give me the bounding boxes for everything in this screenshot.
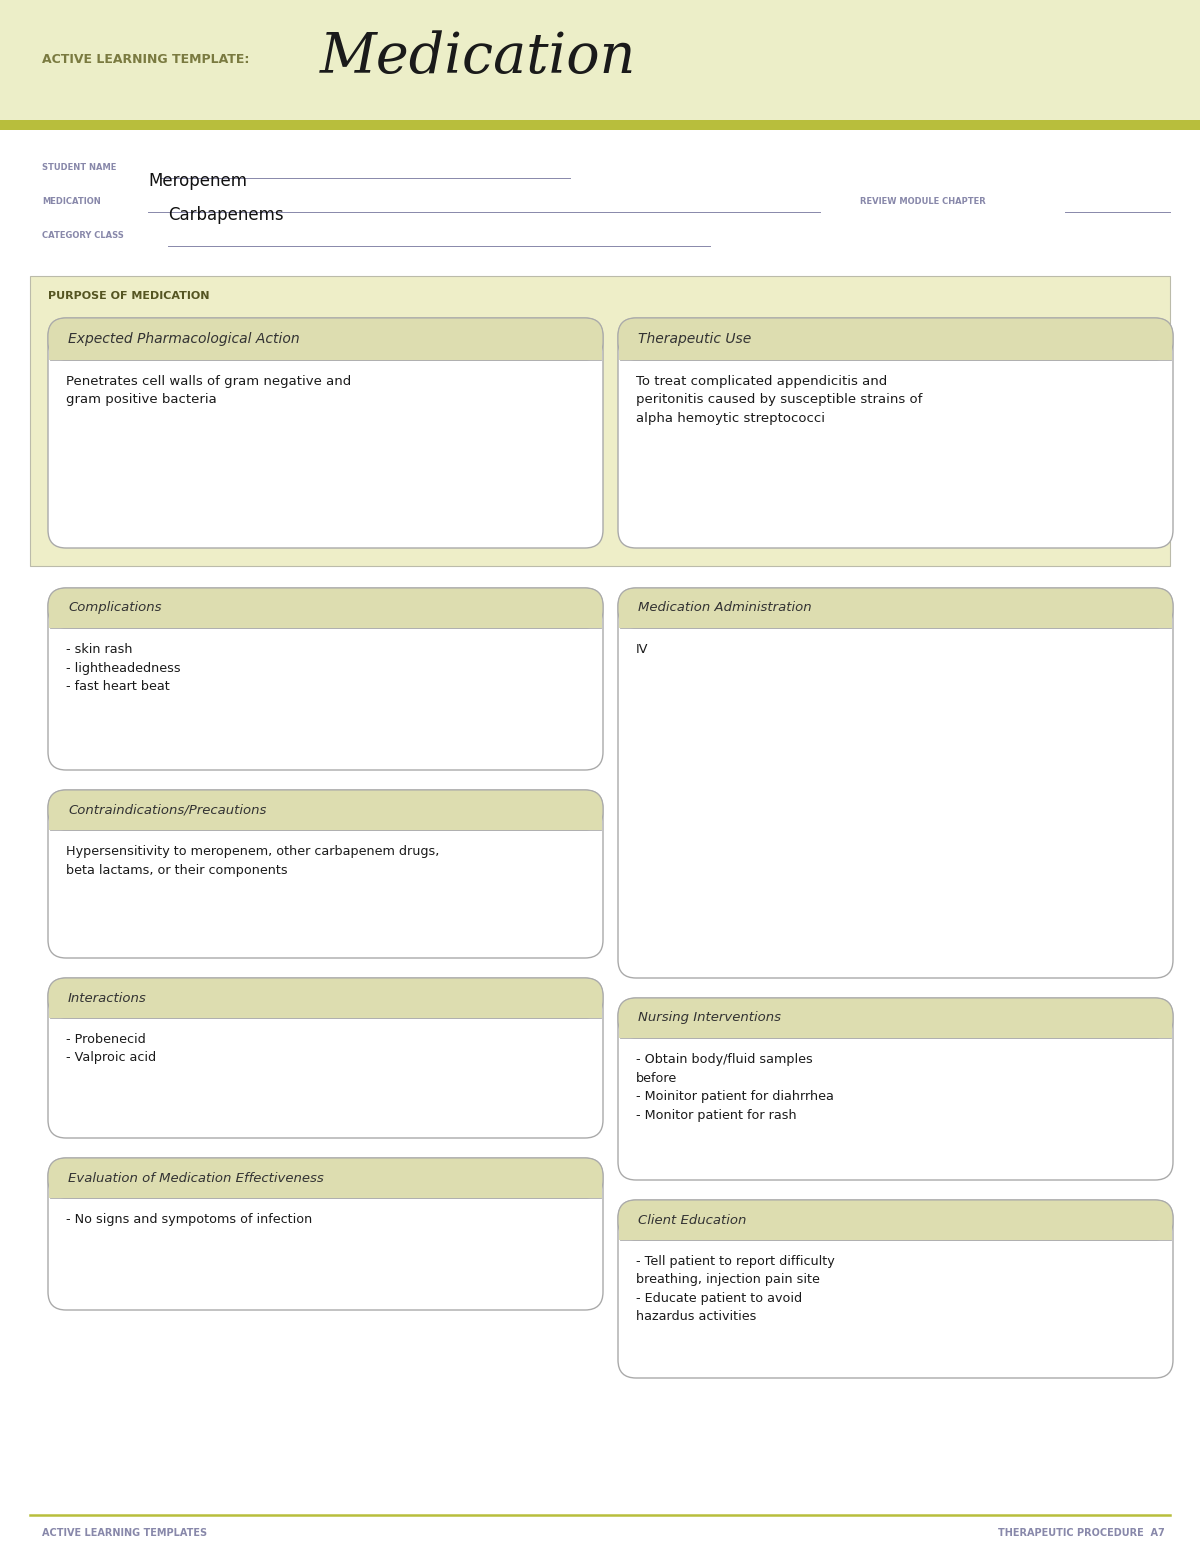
Bar [619, 1218, 1172, 1239]
Bar [619, 606, 1172, 627]
FancyBboxPatch shape [30, 276, 1170, 565]
FancyBboxPatch shape [618, 999, 1174, 1180]
FancyBboxPatch shape [48, 978, 602, 1138]
Text: Meropenem: Meropenem [148, 172, 247, 189]
FancyBboxPatch shape [0, 120, 1200, 130]
Bar [49, 606, 602, 627]
Text: Expected Pharmacological Action: Expected Pharmacological Action [68, 332, 300, 346]
Text: THERAPEUTIC PROCEDURE  A7: THERAPEUTIC PROCEDURE A7 [998, 1528, 1165, 1537]
Text: Contraindications/Precautions: Contraindications/Precautions [68, 803, 266, 817]
FancyBboxPatch shape [0, 0, 1200, 120]
FancyBboxPatch shape [48, 589, 602, 770]
Text: ACTIVE LEARNING TEMPLATE:: ACTIVE LEARNING TEMPLATE: [42, 53, 250, 67]
Text: STUDENT NAME: STUDENT NAME [42, 163, 116, 172]
FancyBboxPatch shape [48, 1159, 602, 1311]
FancyBboxPatch shape [48, 978, 602, 1019]
Text: Therapeutic Use: Therapeutic Use [638, 332, 751, 346]
FancyBboxPatch shape [48, 1159, 602, 1197]
Text: To treat complicated appendicitis and
peritonitis caused by susceptible strains : To treat complicated appendicitis and pe… [636, 374, 923, 426]
FancyBboxPatch shape [618, 589, 1174, 627]
Text: Penetrates cell walls of gram negative and
gram positive bacteria: Penetrates cell walls of gram negative a… [66, 374, 352, 407]
Bar [49, 1176, 602, 1197]
Text: Complications: Complications [68, 601, 162, 615]
Bar [49, 808, 602, 829]
Text: CATEGORY CLASS: CATEGORY CLASS [42, 231, 124, 241]
Text: IV: IV [636, 643, 648, 655]
Text: - Obtain body/fluid samples
before
- Moinitor patient for diahrrhea
- Monitor pa: - Obtain body/fluid samples before - Moi… [636, 1053, 834, 1121]
Text: MEDICATION: MEDICATION [42, 197, 101, 207]
Text: Nursing Interventions: Nursing Interventions [638, 1011, 781, 1025]
Bar [49, 337, 602, 360]
Bar [619, 337, 1172, 360]
FancyBboxPatch shape [618, 999, 1174, 1037]
Text: Client Education: Client Education [638, 1213, 746, 1227]
FancyBboxPatch shape [48, 790, 602, 829]
Text: REVIEW MODULE CHAPTER: REVIEW MODULE CHAPTER [860, 197, 985, 207]
Text: Hypersensitivity to meropenem, other carbapenem drugs,
beta lactams, or their co: Hypersensitivity to meropenem, other car… [66, 845, 439, 876]
FancyBboxPatch shape [618, 1200, 1174, 1239]
FancyBboxPatch shape [48, 318, 602, 360]
Text: Evaluation of Medication Effectiveness: Evaluation of Medication Effectiveness [68, 1171, 324, 1185]
FancyBboxPatch shape [618, 318, 1174, 360]
FancyBboxPatch shape [618, 318, 1174, 548]
Text: PURPOSE OF MEDICATION: PURPOSE OF MEDICATION [48, 290, 210, 301]
Text: - No signs and sympotoms of infection: - No signs and sympotoms of infection [66, 1213, 312, 1225]
Bar [619, 1016, 1172, 1037]
Text: ACTIVE LEARNING TEMPLATES: ACTIVE LEARNING TEMPLATES [42, 1528, 208, 1537]
FancyBboxPatch shape [48, 318, 602, 548]
Text: - skin rash
- lightheadedness
- fast heart beat: - skin rash - lightheadedness - fast hea… [66, 643, 181, 693]
Text: Medication Administration: Medication Administration [638, 601, 811, 615]
Text: Interactions: Interactions [68, 991, 146, 1005]
Text: Medication: Medication [320, 30, 636, 85]
FancyBboxPatch shape [618, 1200, 1174, 1378]
Bar [49, 995, 602, 1019]
Text: - Tell patient to report difficulty
breathing, injection pain site
- Educate pat: - Tell patient to report difficulty brea… [636, 1255, 835, 1323]
Text: Carbapenems: Carbapenems [168, 207, 283, 224]
FancyBboxPatch shape [618, 589, 1174, 978]
Text: - Probenecid
- Valproic acid: - Probenecid - Valproic acid [66, 1033, 156, 1064]
FancyBboxPatch shape [48, 790, 602, 958]
FancyBboxPatch shape [48, 589, 602, 627]
